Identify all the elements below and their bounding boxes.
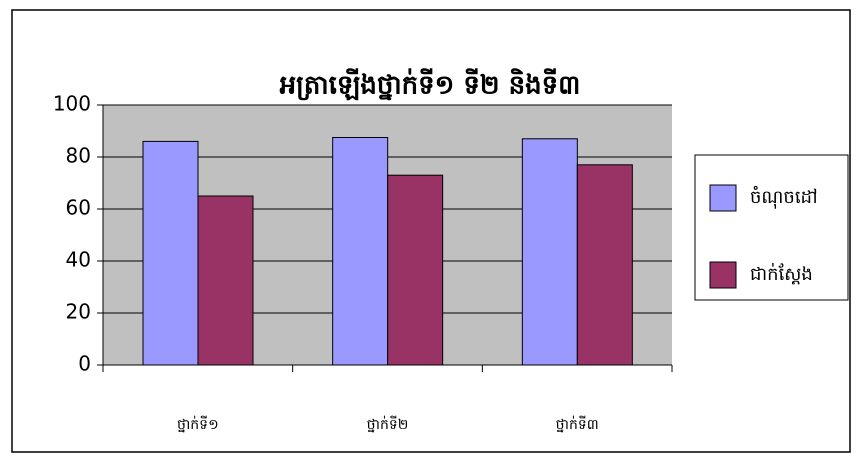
y-tick-label: 60	[66, 196, 91, 220]
bar	[521, 138, 578, 366]
chart-title: អត្រាឡើងថ្នាក់ទី១ ទី២ និងទី៣	[280, 68, 581, 101]
y-tick-label: 20	[66, 300, 91, 324]
y-tick-label: 40	[66, 248, 91, 272]
bar	[387, 174, 444, 366]
x-tick-label: ថ្នាក់ទី១	[177, 415, 219, 433]
x-tick-label: ថ្នាក់ទី៣	[556, 415, 599, 433]
y-tick-label: 100	[53, 92, 91, 116]
bar	[332, 137, 389, 366]
legend-swatch	[709, 184, 737, 212]
x-tick-label: ថ្នាក់ទី២	[367, 415, 409, 433]
bar	[576, 164, 633, 366]
legend-swatch	[709, 261, 737, 289]
legend-label: ជាក់ស្តែង	[750, 262, 813, 285]
bar	[197, 195, 254, 366]
bar	[142, 140, 199, 366]
legend-label: ចំណុចដៅ	[750, 185, 818, 209]
y-tick-label: 0	[78, 352, 91, 376]
y-tick-label: 80	[66, 144, 91, 168]
